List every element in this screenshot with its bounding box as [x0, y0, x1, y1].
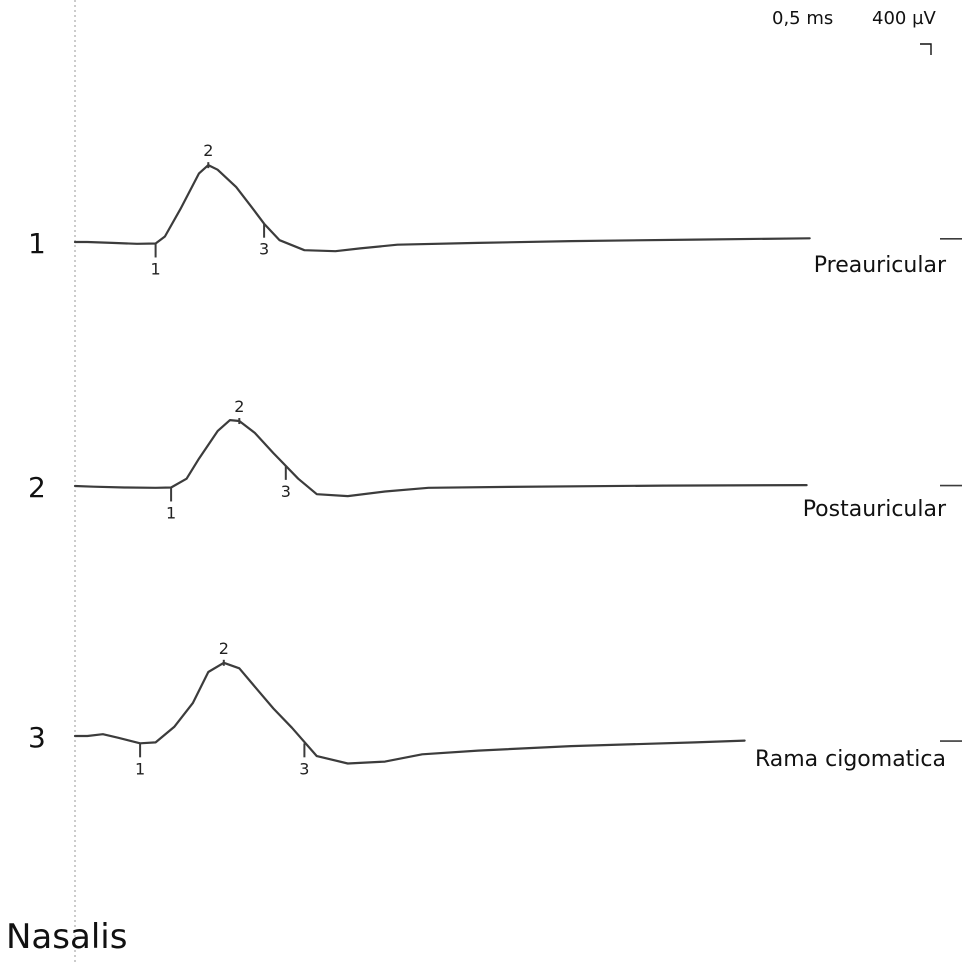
trace-name-3: Rama cigomatica: [755, 747, 946, 772]
trace-line-3: [73, 661, 746, 765]
trace-number-2: 2: [28, 471, 46, 504]
traces-group: 1 1 2 3 Preauricular 2 1 2 3 Postauricular 3 1 2 3 Ram…: [28, 141, 962, 778]
trace-name-1: Preauricular: [814, 253, 947, 278]
trace-line-1: [73, 164, 811, 253]
marker-label-2-1: 1: [166, 503, 176, 522]
trace-number-3: 3: [28, 721, 46, 754]
marker-label-3-2: 2: [219, 639, 229, 658]
marker-label-3-1: 1: [135, 759, 145, 778]
marker-label-1-3: 3: [259, 240, 269, 259]
trace-number-1: 1: [28, 227, 46, 260]
amplitude-scale-label: 400 µV: [872, 8, 937, 29]
marker-label-3-3: 3: [299, 759, 309, 778]
marker-label-2-3: 3: [281, 482, 291, 501]
trace-3: 3 1 2 3 Rama cigomatica: [28, 639, 962, 778]
muscle-label: Nasalis: [6, 917, 127, 957]
trace-2: 2 1 2 3 Postauricular: [28, 397, 962, 522]
scale-indicator: 0,5 ms 400 µV: [772, 8, 937, 55]
time-scale-label: 0,5 ms: [772, 8, 833, 29]
trace-name-2: Postauricular: [803, 497, 947, 522]
trace-1: 1 1 2 3 Preauricular: [28, 141, 962, 278]
marker-label-1-1: 1: [151, 259, 161, 278]
marker-label-1-2: 2: [203, 141, 213, 160]
marker-label-2-2: 2: [234, 397, 244, 416]
trace-line-2: [73, 419, 808, 498]
scale-bar: [920, 43, 932, 55]
